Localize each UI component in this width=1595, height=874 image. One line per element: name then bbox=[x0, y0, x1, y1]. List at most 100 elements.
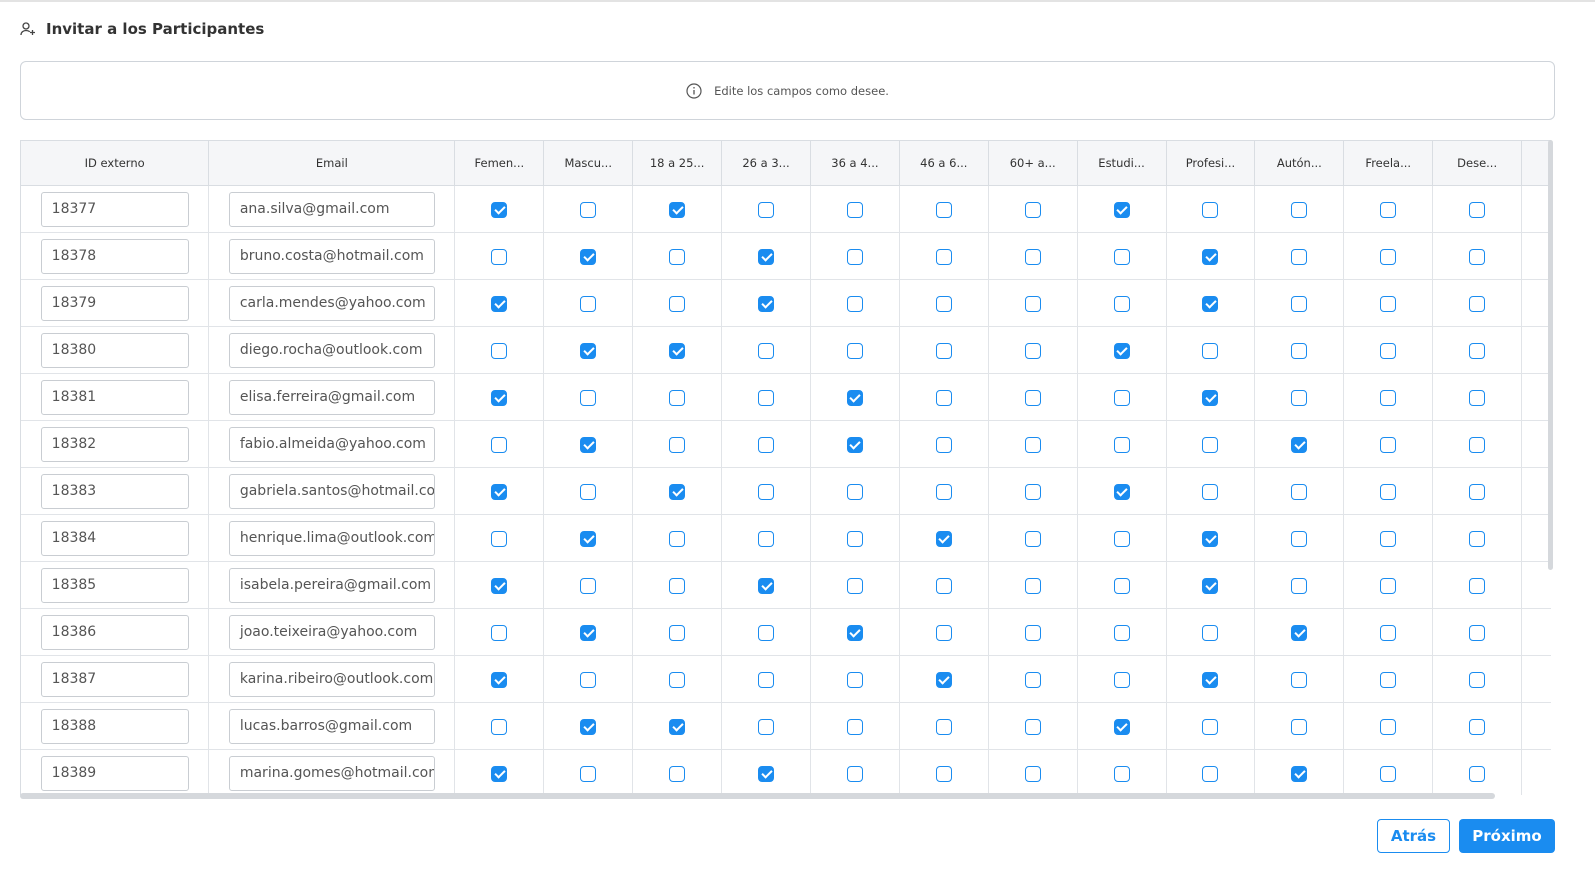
checkbox[interactable] bbox=[1024, 766, 1041, 782]
checkbox[interactable] bbox=[846, 578, 863, 594]
checkbox[interactable] bbox=[935, 249, 952, 265]
checkbox[interactable] bbox=[846, 719, 863, 735]
checkbox[interactable] bbox=[669, 531, 686, 547]
email-input[interactable]: gabriela.santos@hotmail.com bbox=[228, 473, 435, 509]
checkbox[interactable] bbox=[846, 766, 863, 782]
checkbox[interactable] bbox=[1380, 437, 1397, 453]
checkbox[interactable] bbox=[669, 343, 686, 359]
checkbox[interactable] bbox=[1469, 578, 1486, 594]
id-input[interactable]: 18379 bbox=[40, 285, 189, 321]
checkbox[interactable] bbox=[846, 390, 863, 406]
checkbox[interactable] bbox=[580, 578, 597, 594]
checkbox[interactable] bbox=[846, 625, 863, 641]
checkbox[interactable] bbox=[758, 625, 774, 641]
checkbox[interactable] bbox=[758, 202, 774, 218]
id-input[interactable]: 18381 bbox=[40, 379, 189, 415]
checkbox[interactable] bbox=[846, 437, 863, 453]
checkbox[interactable] bbox=[1380, 766, 1397, 782]
checkbox[interactable] bbox=[1380, 249, 1397, 265]
checkbox[interactable] bbox=[669, 484, 686, 500]
checkbox[interactable] bbox=[1202, 531, 1219, 547]
email-input[interactable]: lucas.barros@gmail.com bbox=[228, 708, 435, 744]
checkbox[interactable] bbox=[1202, 343, 1219, 359]
checkbox[interactable] bbox=[580, 437, 597, 453]
checkbox[interactable] bbox=[758, 578, 774, 594]
checkbox[interactable] bbox=[1113, 625, 1130, 641]
checkbox[interactable] bbox=[1469, 625, 1486, 641]
id-input[interactable]: 18382 bbox=[40, 426, 189, 462]
checkbox[interactable] bbox=[935, 437, 952, 453]
checkbox[interactable] bbox=[580, 390, 597, 406]
checkbox[interactable] bbox=[1291, 672, 1308, 688]
checkbox[interactable] bbox=[1291, 437, 1308, 453]
checkbox[interactable] bbox=[935, 531, 952, 547]
checkbox[interactable] bbox=[491, 249, 508, 265]
checkbox[interactable] bbox=[846, 531, 863, 547]
checkbox[interactable] bbox=[1380, 296, 1397, 312]
email-input[interactable]: diego.rocha@outlook.com bbox=[228, 332, 435, 368]
checkbox[interactable] bbox=[669, 296, 686, 312]
checkbox[interactable] bbox=[491, 202, 508, 218]
checkbox[interactable] bbox=[580, 531, 597, 547]
checkbox[interactable] bbox=[1202, 625, 1219, 641]
checkbox[interactable] bbox=[1202, 437, 1219, 453]
checkbox[interactable] bbox=[491, 531, 508, 547]
checkbox[interactable] bbox=[1113, 437, 1130, 453]
checkbox[interactable] bbox=[1024, 625, 1041, 641]
checkbox[interactable] bbox=[1024, 343, 1041, 359]
id-input[interactable]: 18383 bbox=[40, 473, 189, 509]
checkbox[interactable] bbox=[1380, 390, 1397, 406]
checkbox[interactable] bbox=[1113, 766, 1130, 782]
checkbox[interactable] bbox=[846, 672, 863, 688]
checkbox[interactable] bbox=[758, 390, 774, 406]
checkbox[interactable] bbox=[1469, 719, 1486, 735]
checkbox[interactable] bbox=[935, 672, 952, 688]
checkbox[interactable] bbox=[1469, 484, 1486, 500]
checkbox[interactable] bbox=[669, 578, 686, 594]
checkbox[interactable] bbox=[1291, 531, 1308, 547]
checkbox[interactable] bbox=[758, 437, 774, 453]
checkbox[interactable] bbox=[935, 390, 952, 406]
email-input[interactable]: fabio.almeida@yahoo.com bbox=[228, 426, 435, 462]
checkbox[interactable] bbox=[758, 484, 774, 500]
checkbox[interactable] bbox=[1113, 672, 1130, 688]
next-button[interactable]: Próximo bbox=[1459, 819, 1555, 853]
checkbox[interactable] bbox=[1469, 249, 1486, 265]
checkbox[interactable] bbox=[935, 484, 952, 500]
checkbox[interactable] bbox=[1202, 390, 1219, 406]
checkbox[interactable] bbox=[1469, 296, 1486, 312]
checkbox[interactable] bbox=[1291, 484, 1308, 500]
checkbox[interactable] bbox=[669, 766, 686, 782]
checkbox[interactable] bbox=[758, 672, 774, 688]
checkbox[interactable] bbox=[935, 202, 952, 218]
checkbox[interactable] bbox=[1113, 578, 1130, 594]
checkbox[interactable] bbox=[758, 343, 774, 359]
checkbox[interactable] bbox=[1202, 766, 1219, 782]
checkbox[interactable] bbox=[935, 625, 952, 641]
checkbox[interactable] bbox=[491, 578, 508, 594]
checkbox[interactable] bbox=[1380, 484, 1397, 500]
checkbox[interactable] bbox=[1291, 202, 1308, 218]
checkbox[interactable] bbox=[1291, 766, 1308, 782]
checkbox[interactable] bbox=[935, 343, 952, 359]
checkbox[interactable] bbox=[580, 625, 597, 641]
email-input[interactable]: henrique.lima@outlook.com bbox=[228, 520, 435, 556]
checkbox[interactable] bbox=[1113, 390, 1130, 406]
vertical-scrollbar[interactable] bbox=[1548, 140, 1553, 570]
email-input[interactable]: bruno.costa@hotmail.com bbox=[228, 238, 435, 274]
checkbox[interactable] bbox=[580, 249, 597, 265]
checkbox[interactable] bbox=[1202, 672, 1219, 688]
checkbox[interactable] bbox=[491, 719, 508, 735]
email-input[interactable]: ana.silva@gmail.com bbox=[228, 191, 435, 227]
checkbox[interactable] bbox=[1469, 672, 1486, 688]
horizontal-scrollbar[interactable] bbox=[20, 793, 1495, 799]
checkbox[interactable] bbox=[491, 390, 508, 406]
checkbox[interactable] bbox=[1380, 531, 1397, 547]
checkbox[interactable] bbox=[1469, 390, 1486, 406]
checkbox[interactable] bbox=[758, 531, 774, 547]
email-input[interactable]: elisa.ferreira@gmail.com bbox=[228, 379, 435, 415]
id-input[interactable]: 18385 bbox=[40, 567, 189, 603]
checkbox[interactable] bbox=[1469, 531, 1486, 547]
checkbox[interactable] bbox=[1380, 719, 1397, 735]
checkbox[interactable] bbox=[669, 719, 686, 735]
